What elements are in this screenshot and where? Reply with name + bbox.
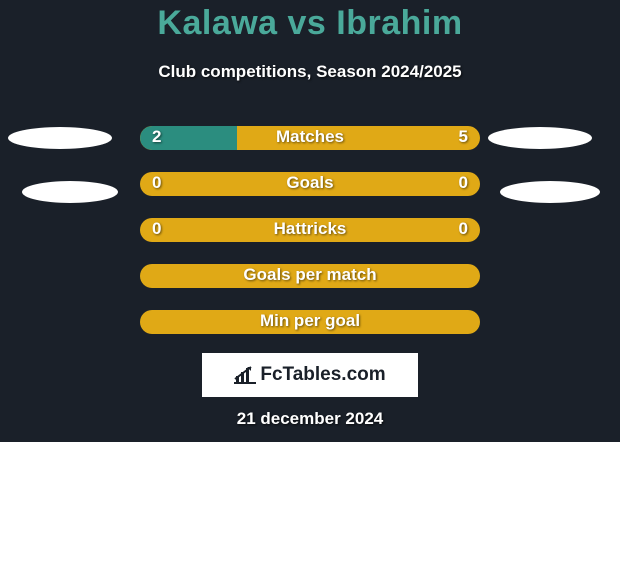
source-logo-plate: FcTables.com [202, 353, 418, 397]
stat-left-value: 0 [152, 173, 161, 193]
left-team-badge [8, 127, 112, 149]
stat-row: Goals0 0 [140, 172, 480, 196]
page-title: Kalawa vs Ibrahim [0, 4, 620, 43]
stat-right-value: 5 [459, 127, 468, 147]
bar-chart-icon [234, 366, 256, 384]
comparison-card: Kalawa vs Ibrahim Club competitions, Sea… [0, 0, 620, 580]
subtitle: Club competitions, Season 2024/2025 [0, 62, 620, 82]
stat-left-value: 2 [152, 127, 161, 147]
stat-label: Min per goal [140, 311, 480, 331]
stat-left-value: 0 [152, 219, 161, 239]
stat-row: Goals per match [140, 264, 480, 288]
date-text: 21 december 2024 [0, 409, 620, 429]
stat-row: Hattricks0 0 [140, 218, 480, 242]
stat-row: Min per goal [140, 310, 480, 334]
right-team-badge [500, 181, 600, 203]
right-team-badge [488, 127, 592, 149]
stat-label: Hattricks [140, 219, 480, 239]
left-team-badge [22, 181, 118, 203]
source-logo-text: FcTables.com [260, 364, 385, 386]
stat-right-value: 0 [459, 219, 468, 239]
source-logo: FcTables.com [234, 364, 385, 386]
stat-right-value: 0 [459, 173, 468, 193]
stat-label: Goals [140, 173, 480, 193]
stat-row: Matches25 [140, 126, 480, 150]
stat-label: Goals per match [140, 265, 480, 285]
